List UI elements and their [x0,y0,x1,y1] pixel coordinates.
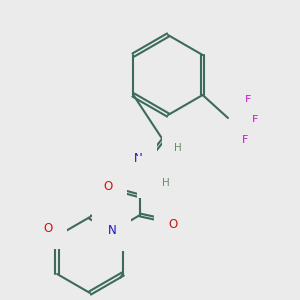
Text: F: F [242,135,248,145]
Text: N: N [134,152,142,164]
Text: O: O [103,179,112,193]
Text: O: O [44,221,52,235]
Text: H: H [104,217,112,227]
Text: F: F [245,95,251,105]
Text: N: N [152,170,160,184]
Text: F: F [252,115,258,125]
Text: H: H [162,178,170,188]
Text: H: H [174,143,182,153]
Text: N: N [108,224,116,236]
Text: O: O [168,218,178,232]
